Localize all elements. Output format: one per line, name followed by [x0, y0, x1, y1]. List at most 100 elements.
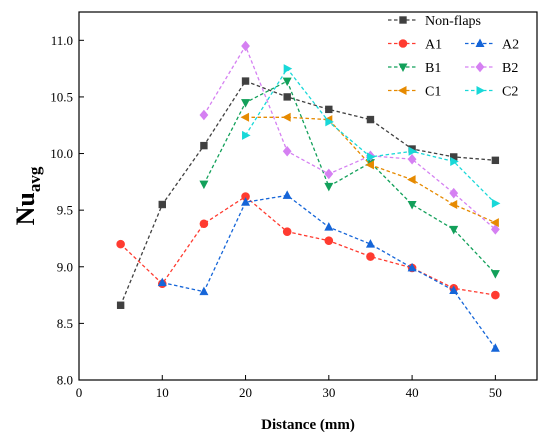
data-point-b1	[324, 182, 334, 192]
y-axis-title-main: Nu	[11, 192, 40, 225]
y-tick-label: 10.0	[50, 146, 73, 161]
x-tick-label: 0	[76, 385, 83, 400]
data-point-b1	[449, 225, 459, 235]
data-point-a2	[282, 190, 292, 199]
x-tick-label: 20	[239, 385, 252, 400]
legend-item-b2: B2	[465, 61, 518, 76]
data-point-a1	[491, 290, 500, 300]
legend-marker	[475, 38, 485, 48]
data-point-a2	[157, 277, 167, 287]
data-point-b1	[199, 180, 209, 190]
y-tick-label: 8.0	[57, 373, 73, 388]
data-point-c1	[240, 112, 250, 122]
data-point-c1	[365, 160, 374, 170]
data-point-b2	[199, 109, 209, 121]
y-tick-label: 10.5	[50, 89, 73, 104]
data-point-non-flaps	[366, 115, 375, 124]
series-c1	[240, 112, 499, 228]
data-point-b1	[407, 200, 417, 210]
data-point-a2	[241, 197, 251, 206]
data-point-c1	[282, 112, 291, 122]
legend-item-a1: A1	[388, 38, 442, 53]
data-point-b2	[324, 168, 334, 180]
series-line-c2	[244, 67, 496, 204]
legend-label: C2	[502, 85, 518, 100]
series-a1	[116, 192, 500, 300]
x-tick-label: 10	[156, 385, 169, 400]
data-point-a2	[199, 286, 209, 296]
data-point-c2	[450, 156, 459, 166]
series-c2	[242, 64, 501, 208]
data-point-a2	[449, 285, 459, 295]
legend-label: B1	[425, 61, 441, 76]
legend-marker	[397, 86, 407, 95]
y-axis-title: Nuavg	[11, 166, 44, 225]
legend-marker	[398, 39, 408, 48]
legend-item-c2: C2	[465, 85, 518, 100]
legend-label: C1	[425, 85, 441, 100]
data-point-non-flaps	[200, 141, 208, 150]
x-tick-label: 40	[406, 385, 419, 400]
series-layer	[116, 40, 501, 352]
data-point-c2	[283, 64, 293, 74]
data-point-b2	[407, 153, 417, 165]
legend-marker	[398, 63, 408, 73]
x-tick-label: 50	[489, 385, 502, 400]
data-point-a2	[407, 262, 417, 272]
plot-frame	[78, 11, 538, 381]
data-point-a2	[324, 222, 334, 231]
series-b1	[199, 77, 500, 279]
data-point-b1	[282, 77, 292, 87]
data-point-non-flaps	[491, 156, 500, 165]
legend-label: A1	[425, 38, 442, 53]
x-axis-title: Distance (mm)	[261, 417, 355, 433]
data-point-non-flaps	[283, 93, 291, 101]
data-point-b2	[449, 187, 459, 199]
series-a2	[157, 190, 500, 352]
data-point-b2	[241, 40, 250, 52]
legend-label: Non-flaps	[425, 14, 481, 29]
series-line-c1	[245, 116, 496, 224]
legend-item-c1: C1	[388, 85, 441, 100]
series-non-flaps	[116, 77, 500, 309]
data-point-c2	[242, 130, 251, 140]
data-point-c2	[408, 146, 418, 156]
legend-item-a2: A2	[465, 38, 519, 53]
data-point-a1	[199, 219, 209, 229]
y-tick-label: 8.5	[57, 316, 73, 331]
y-tick-label: 9.0	[57, 259, 73, 274]
data-point-a2	[365, 239, 375, 248]
data-point-c2	[491, 198, 501, 208]
data-point-c2	[366, 152, 376, 162]
y-axis-title-sub: avg	[25, 166, 44, 192]
series-line-b1	[203, 80, 496, 275]
data-point-a2	[490, 343, 500, 352]
data-point-b1	[241, 99, 251, 108]
legend-marker	[475, 61, 485, 73]
data-point-b2	[490, 224, 500, 235]
data-point-a1	[324, 236, 334, 246]
series-line-b2	[203, 44, 496, 230]
data-point-b2	[282, 146, 292, 157]
data-point-c2	[325, 117, 334, 127]
legend-marker	[476, 86, 486, 95]
legend-label: A2	[502, 38, 519, 53]
data-point-c1	[448, 199, 458, 209]
data-point-non-flaps	[325, 105, 333, 114]
data-point-c1	[407, 175, 416, 185]
data-point-a1	[282, 227, 292, 236]
data-point-non-flaps	[158, 200, 166, 209]
y-tick-label: 9.5	[57, 203, 73, 218]
legend: Non-flaps A1 A2 B1 B2 C1 C2	[388, 14, 519, 100]
y-tick-label: 11.0	[51, 33, 73, 48]
legend-marker	[399, 16, 407, 24]
data-point-c1	[490, 218, 499, 228]
data-point-non-flaps	[116, 301, 125, 309]
data-point-a1	[366, 252, 375, 261]
x-tick-label: 30	[322, 385, 335, 400]
series-line-non-flaps	[119, 80, 496, 306]
legend-item-non-flaps: Non-flaps	[388, 14, 481, 29]
legend-label: B2	[502, 61, 518, 76]
tick-layer: 0 10 20 30 40 50 8.0 8.5 9.0 9.5 10.0 10.5 11.0	[50, 33, 502, 400]
